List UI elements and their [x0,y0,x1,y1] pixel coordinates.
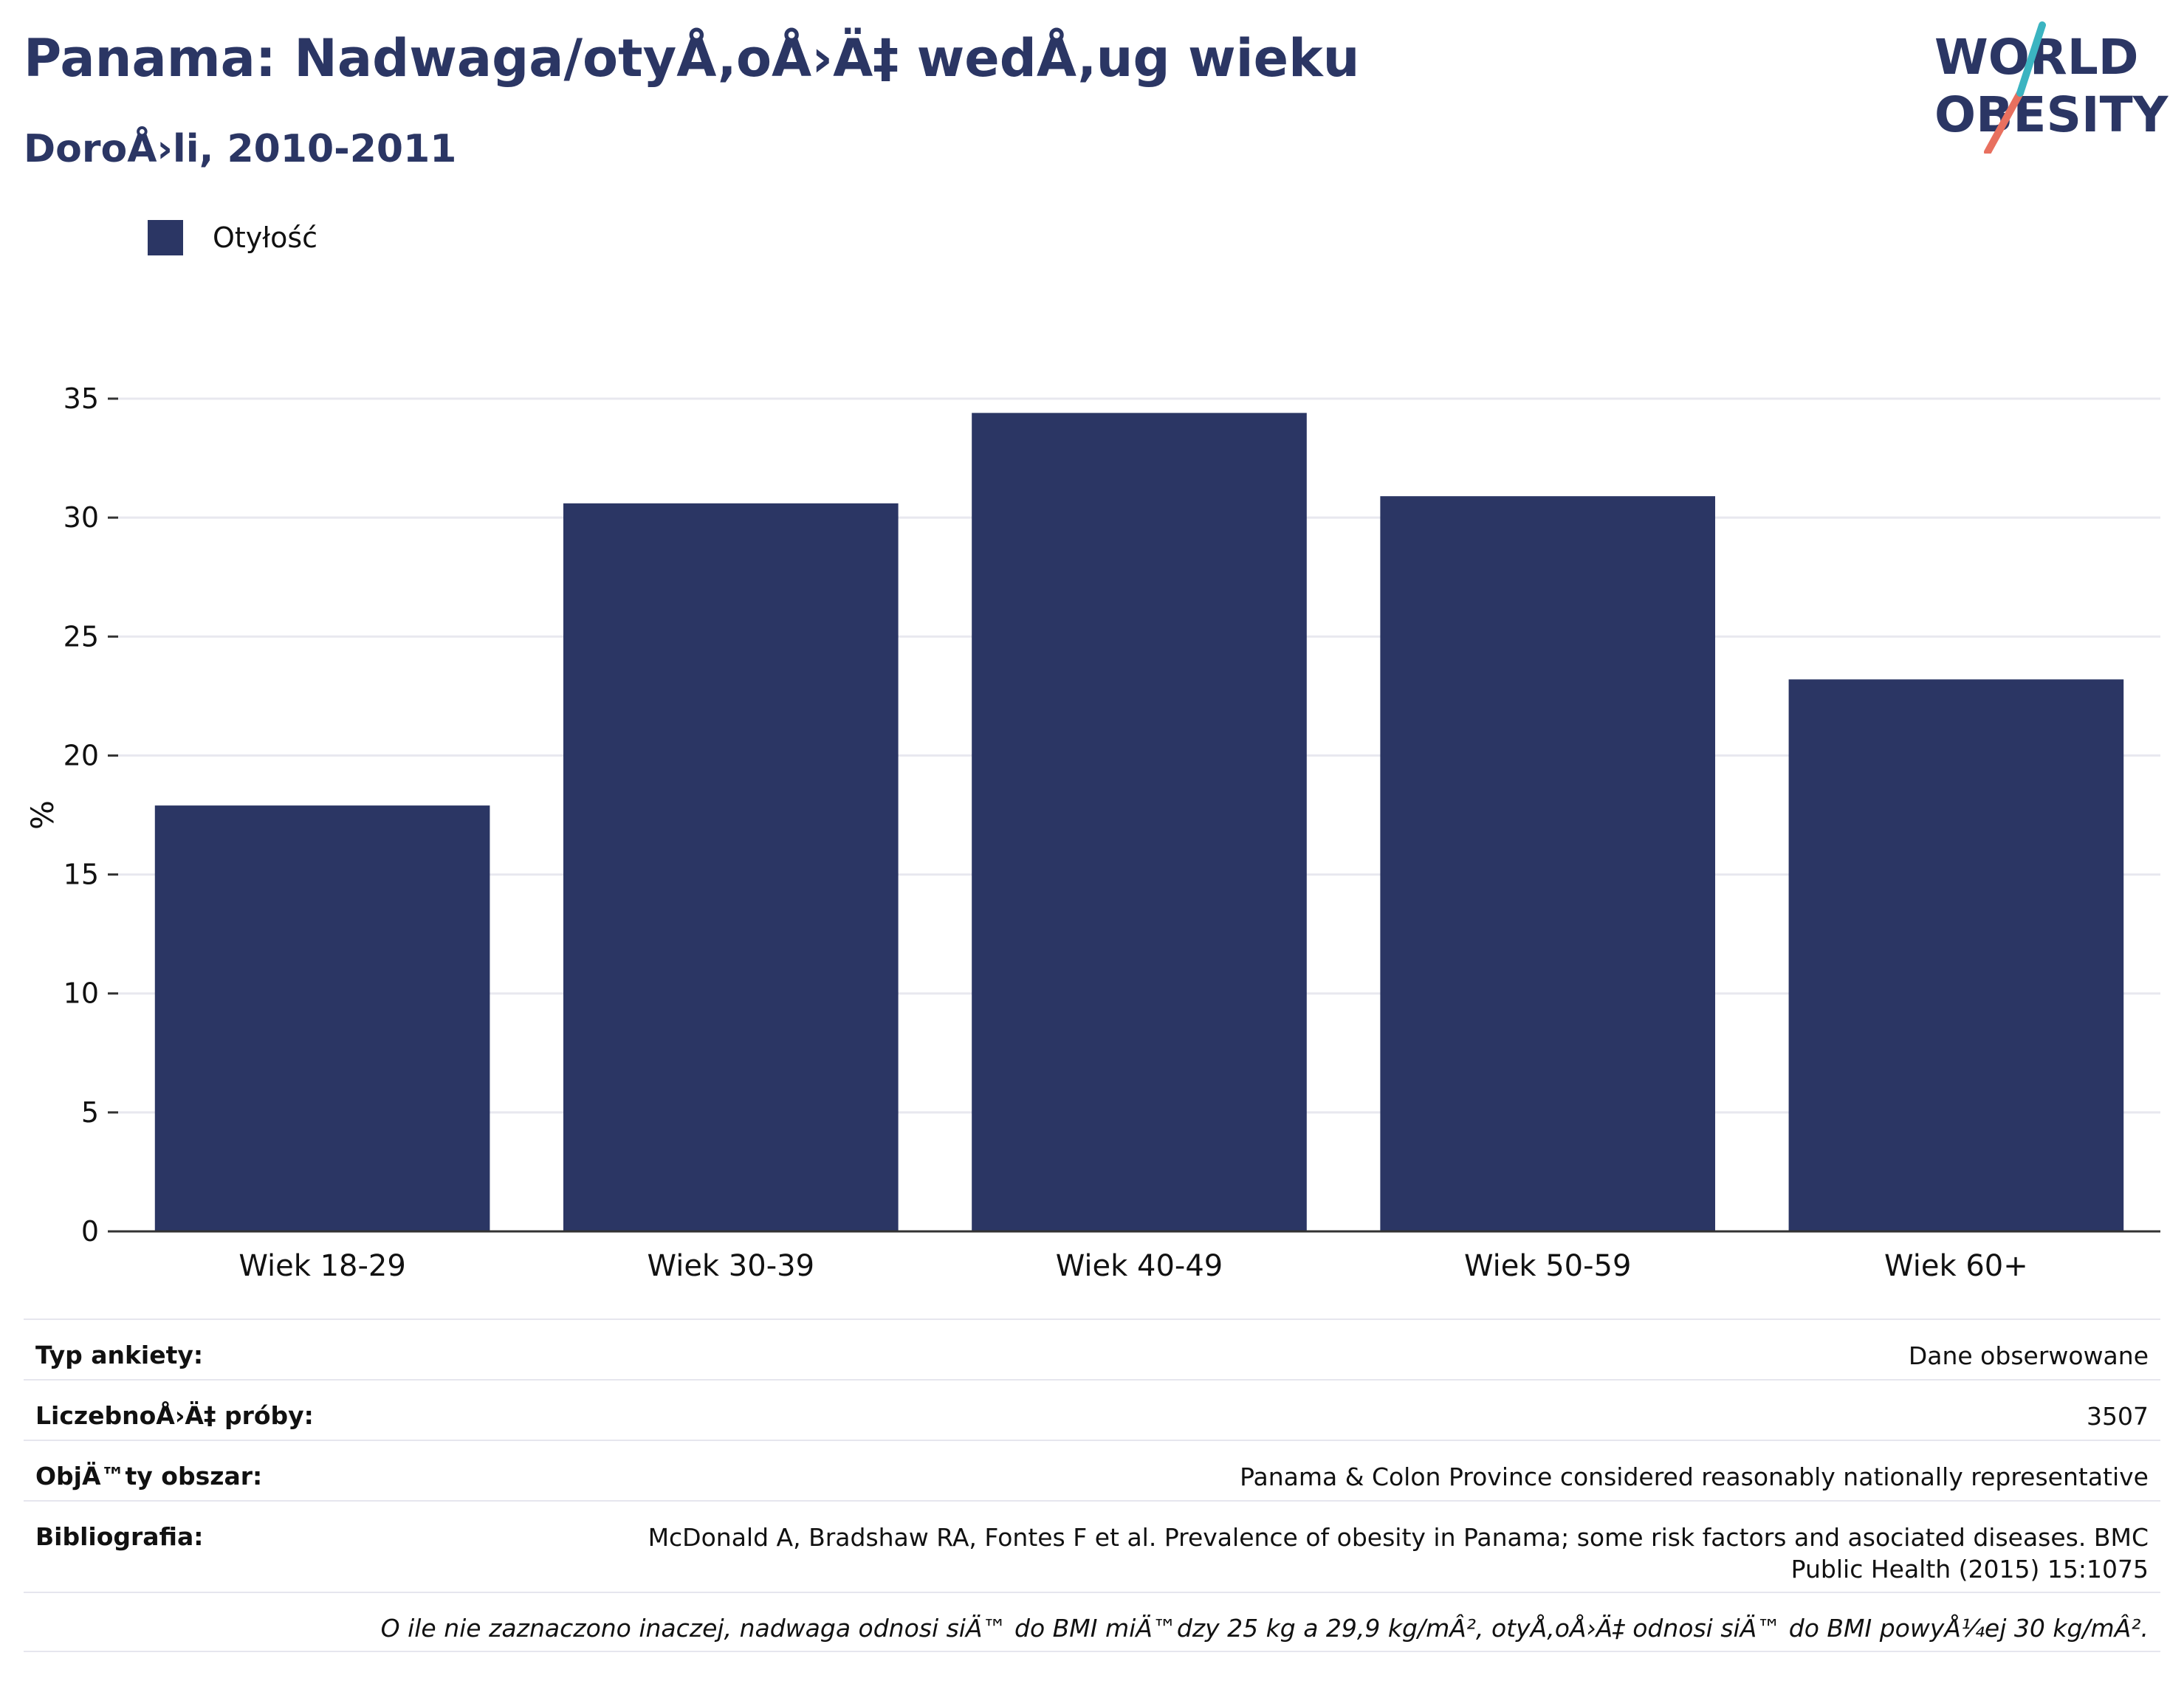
y-tick-label: 30 [63,501,99,534]
bar [154,805,490,1231]
y-tick-label: 15 [63,859,99,891]
info-key: ObjÄ™ty obszar: [35,1462,263,1491]
y-tick-label: 20 [63,739,99,771]
bar [972,413,1307,1231]
chart-subtitle: DoroÅ›li, 2010-2011 [24,127,457,171]
legend: Otyłość [148,220,317,255]
y-tick-label: 35 [63,382,99,415]
info-value: Panama & Colon Province considered reaso… [1240,1462,2149,1491]
bar [1788,679,2124,1231]
x-tick-label: Wiek 40-49 [1056,1249,1223,1283]
info-table: Typ ankiety: Dane obserwowane LiczebnoÅ›… [24,1318,2160,1652]
info-key: Typ ankiety: [35,1341,204,1369]
info-row-sample-size: LiczebnoÅ›Ä‡ próby: 3507 [24,1379,2160,1440]
logo-slash-coral [1984,89,2024,154]
info-key: LiczebnoÅ›Ä‡ próby: [35,1401,314,1430]
legend-label: Otyłość [213,221,318,254]
logo-slash-teal [2016,21,2046,97]
info-value: Dane obserwowane [1908,1341,2149,1370]
x-tick-label: Wiek 18-29 [238,1249,406,1283]
world-obesity-logo: WORLD OBESITY [1934,21,2169,154]
y-tick-label: 10 [63,977,99,1010]
y-tick-label: 0 [81,1215,99,1248]
bar-chart: 0 5 10 15 20 25 30 35% Wiek 18-29 Wiek 30-39 Wiek … [24,382,2160,1283]
info-row-bibliography: Bibliografia: McDonald A, Bradshaw RA, F… [24,1500,2160,1592]
bar [563,503,899,1231]
x-tick-label: Wiek 60+ [1884,1249,2028,1283]
info-row-survey-type: Typ ankiety: Dane obserwowane [24,1318,2160,1379]
x-tick-label: Wiek 50-59 [1464,1249,1632,1283]
info-key: Bibliografia: [35,1522,204,1551]
y-tick-label: 5 [81,1096,99,1129]
info-row-area: ObjÄ™ty obszar: Panama & Colon Province … [24,1440,2160,1500]
logo-line-2: OBESITY [1934,86,2169,143]
footnote: O ile nie zaznaczono inaczej, nadwaga od… [24,1592,2160,1652]
x-tick-label: Wiek 30-39 [648,1249,815,1283]
info-value: 3507 [2087,1402,2149,1431]
y-axis-label: % [24,800,61,830]
chart-title: Panama: Nadwaga/otyÅ‚oÅ›Ä‡ wedÅ‚ug wieku [24,28,1360,89]
legend-swatch [148,220,183,255]
info-value: McDonald A, Bradshaw RA, Fontes F et al.… [648,1523,2149,1584]
y-tick-label: 25 [63,620,99,653]
bar [1380,496,1716,1231]
